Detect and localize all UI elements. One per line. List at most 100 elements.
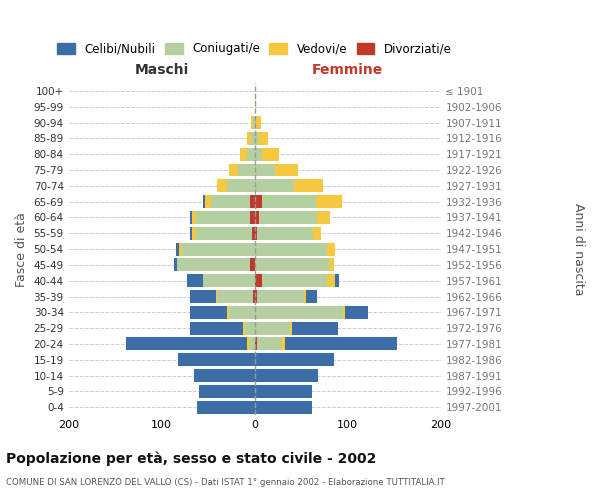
Bar [251, 116, 253, 129]
Bar [178, 354, 254, 366]
Bar [182, 242, 254, 256]
Bar [251, 132, 254, 145]
Bar [205, 195, 211, 208]
Bar [190, 290, 215, 303]
Bar [250, 258, 254, 272]
Bar [254, 322, 290, 334]
Bar [211, 195, 250, 208]
Bar [194, 369, 254, 382]
Y-axis label: Fasce di età: Fasce di età [15, 212, 28, 286]
Bar [329, 258, 334, 272]
Bar [313, 227, 320, 239]
Bar [256, 116, 261, 129]
Bar [250, 195, 254, 208]
Bar [292, 322, 338, 334]
Text: COMUNE DI SAN LORENZO DEL VALLO (CS) - Dati ISTAT 1° gennaio 2002 - Elaborazione: COMUNE DI SAN LORENZO DEL VALLO (CS) - D… [6, 478, 445, 487]
Bar [257, 290, 304, 303]
Bar [174, 258, 178, 272]
Bar [178, 258, 250, 272]
Bar [254, 195, 262, 208]
Bar [193, 227, 196, 239]
Text: Maschi: Maschi [134, 62, 189, 76]
Bar [254, 400, 312, 413]
Bar [245, 322, 254, 334]
Bar [262, 148, 279, 160]
Bar [327, 274, 335, 287]
Bar [254, 306, 343, 319]
Bar [343, 306, 345, 319]
Bar [257, 338, 281, 350]
Bar [127, 338, 247, 350]
Bar [262, 195, 316, 208]
Bar [190, 227, 193, 239]
Bar [196, 211, 250, 224]
Bar [254, 100, 256, 113]
Bar [254, 180, 293, 192]
Bar [193, 211, 196, 224]
Bar [254, 354, 334, 366]
Bar [254, 116, 256, 129]
Bar [240, 148, 247, 160]
Bar [254, 258, 329, 272]
Bar [187, 274, 203, 287]
Bar [285, 338, 397, 350]
Bar [254, 338, 257, 350]
Bar [254, 148, 262, 160]
Bar [217, 180, 227, 192]
Bar [250, 338, 254, 350]
Bar [190, 306, 227, 319]
Bar [229, 306, 254, 319]
Bar [197, 400, 254, 413]
Bar [227, 306, 229, 319]
Bar [190, 211, 193, 224]
Bar [190, 322, 244, 334]
Bar [254, 227, 257, 239]
Bar [244, 322, 245, 334]
Bar [252, 227, 254, 239]
Bar [227, 180, 254, 192]
Text: Popolazione per età, sesso e stato civile - 2002: Popolazione per età, sesso e stato civil… [6, 451, 376, 466]
Bar [215, 290, 217, 303]
Bar [281, 338, 285, 350]
Bar [229, 164, 238, 176]
Bar [179, 242, 182, 256]
Bar [327, 242, 335, 256]
Bar [257, 227, 313, 239]
Bar [335, 274, 339, 287]
Bar [259, 132, 268, 145]
Bar [238, 164, 254, 176]
Bar [196, 227, 252, 239]
Bar [316, 195, 342, 208]
Bar [254, 385, 312, 398]
Bar [203, 195, 205, 208]
Y-axis label: Anni di nascita: Anni di nascita [572, 203, 585, 296]
Bar [306, 290, 317, 303]
Bar [254, 274, 262, 287]
Bar [254, 164, 275, 176]
Bar [250, 211, 254, 224]
Bar [217, 290, 253, 303]
Bar [247, 132, 251, 145]
Bar [199, 385, 254, 398]
Bar [176, 242, 179, 256]
Bar [317, 211, 330, 224]
Bar [203, 274, 254, 287]
Bar [253, 116, 254, 129]
Bar [254, 369, 318, 382]
Legend: Celibi/Nubili, Coniugati/e, Vedovi/e, Divorziati/e: Celibi/Nubili, Coniugati/e, Vedovi/e, Di… [58, 42, 452, 56]
Bar [275, 164, 298, 176]
Bar [254, 242, 327, 256]
Bar [304, 290, 306, 303]
Text: Femmine: Femmine [312, 62, 383, 76]
Bar [345, 306, 368, 319]
Bar [254, 132, 259, 145]
Bar [247, 148, 254, 160]
Bar [254, 211, 259, 224]
Bar [253, 290, 254, 303]
Bar [290, 322, 292, 334]
Bar [247, 338, 250, 350]
Bar [293, 180, 323, 192]
Bar [259, 211, 317, 224]
Bar [262, 274, 327, 287]
Bar [254, 290, 257, 303]
